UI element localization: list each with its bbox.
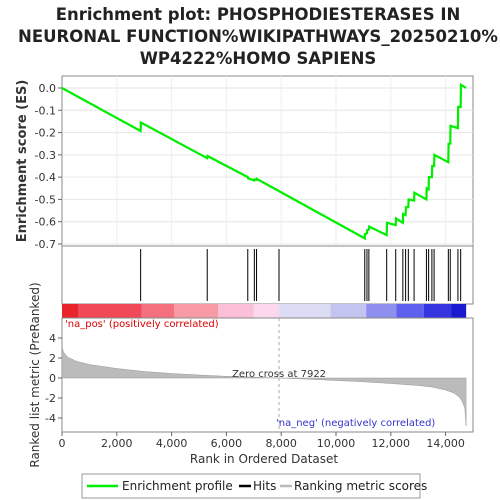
x-tick-label: 12,000 [372, 437, 411, 450]
es-panel [61, 75, 474, 247]
metric-y-tick-label: 2 [49, 352, 56, 365]
rank-color-block [141, 304, 175, 318]
title-line-3: WP4222%HOMO SAPIENS [140, 49, 377, 68]
legend-hits-label: Hits [253, 479, 276, 493]
rank-color-block [396, 304, 424, 318]
es-y-tick-label: -0.6 [35, 216, 56, 229]
rank-color-block [253, 304, 280, 318]
es-y-tick-label: -0.7 [35, 238, 56, 251]
rank-color-block [279, 304, 331, 318]
rank-color-block [174, 304, 219, 318]
title-line-2: NEURONAL FUNCTION%WIKIPATHWAYS_20250210% [18, 27, 498, 46]
metric-y-tick-label: 4 [49, 332, 56, 345]
rank-color-block [62, 304, 79, 318]
x-tick-label: 4,000 [156, 437, 188, 450]
legend-metric-label: Ranking metric scores [294, 479, 427, 493]
rank-color-block [218, 304, 254, 318]
metric-y-tick-label: -4 [45, 412, 56, 425]
rank-color-block [423, 304, 452, 318]
es-y-ticks: 0.0 -0.1 -0.2 -0.3 -0.4 -0.5 -0.6 -0.7 [35, 82, 62, 251]
es-gridlines [62, 76, 473, 246]
metric-y-tick-label: -2 [45, 392, 56, 405]
metric-y-ticks: 4 2 0 -2 -4 [45, 332, 62, 425]
x-tick-label: 0 [59, 437, 66, 450]
es-y-tick-label: -0.5 [35, 193, 56, 206]
es-y-tick-label: -0.1 [35, 104, 56, 117]
legend-box [81, 473, 421, 499]
hit-lines [140, 249, 462, 301]
enrichment-profile-line [61, 82, 467, 241]
es-y-tick-label: -0.2 [35, 127, 56, 140]
x-axis-label: Rank in Ordered Dataset [190, 452, 338, 466]
title-line-1: Enrichment plot: PHOSPHODIESTERASES IN [56, 5, 461, 24]
rank-color-block [366, 304, 397, 318]
rank-color-block [451, 304, 467, 318]
legend-enrichment-label: Enrichment profile [122, 479, 233, 493]
rank-color-block [78, 304, 142, 318]
pos-label: 'na_pos' (positively correlated) [65, 319, 219, 330]
rank-color-block [330, 304, 367, 318]
es-y-axis-label: Enrichment score (ES) [15, 80, 30, 243]
neg-label: 'na_neg' (negatively correlated) [276, 418, 435, 429]
x-tick-label: 14,000 [426, 437, 465, 450]
metric-y-tick-label: 0 [49, 372, 56, 385]
hits-panel [61, 245, 474, 305]
x-tick-label: 8,000 [265, 437, 297, 450]
es-y-tick-label: -0.3 [35, 149, 56, 162]
x-tick-label: 2,000 [101, 437, 133, 450]
x-axis-ticks: 0 2,000 4,000 6,000 8,000 10,000 12,000 14,000 [59, 432, 465, 450]
zero-cross-label: Zero cross at 7922 [232, 369, 326, 380]
es-y-tick-label: 0.0 [39, 82, 57, 95]
metric-y-axis-label: Ranked list metric (PreRanked) [28, 282, 42, 467]
ranking-metric-area [61, 345, 467, 427]
x-tick-label: 6,000 [211, 437, 243, 450]
ranking-color-bar [62, 304, 467, 318]
es-y-tick-label: -0.4 [35, 171, 56, 184]
x-tick-label: 10,000 [317, 437, 356, 450]
